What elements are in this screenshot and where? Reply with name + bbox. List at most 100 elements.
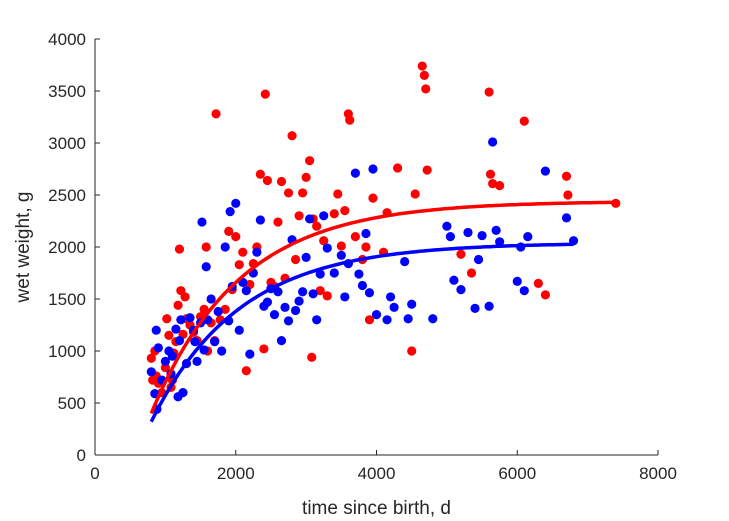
data-point [210, 337, 220, 347]
data-point [368, 164, 378, 174]
data-point [245, 349, 255, 359]
data-point [252, 247, 262, 257]
data-point [495, 237, 505, 247]
data-point [477, 230, 487, 241]
data-point [488, 178, 498, 189]
data-point [519, 116, 529, 126]
data-point [225, 207, 235, 217]
data-point [350, 168, 360, 178]
data-point [241, 366, 251, 376]
data-point [160, 356, 170, 366]
data-point [206, 294, 216, 304]
data-point [283, 188, 294, 198]
data-point [488, 137, 498, 147]
data-point [410, 189, 420, 199]
y-tick-label: 2000 [48, 238, 86, 257]
data-point [533, 278, 543, 288]
plot-area [146, 61, 621, 423]
data-point [192, 356, 202, 366]
data-point [449, 275, 459, 285]
data-point [315, 269, 325, 279]
x-tick-label: 4000 [358, 464, 396, 483]
data-point [523, 232, 533, 242]
data-point [491, 225, 501, 235]
data-point [389, 302, 399, 312]
x-tick-label: 2000 [217, 464, 255, 483]
y-tick-label: 500 [58, 394, 86, 413]
data-point [231, 198, 241, 208]
data-point [146, 367, 156, 377]
y-tick-label: 1500 [48, 290, 86, 309]
data-point [276, 336, 287, 346]
data-point [201, 242, 211, 252]
data-point [213, 306, 223, 317]
data-point [312, 221, 322, 231]
data-point [234, 325, 244, 335]
data-point [319, 211, 329, 221]
data-point [485, 169, 496, 179]
data-point [262, 297, 273, 307]
data-point [197, 217, 207, 227]
data-point [217, 346, 227, 356]
y-tick-label: 1000 [48, 342, 86, 361]
data-point [495, 181, 505, 191]
data-point [540, 290, 551, 300]
series-1-points [146, 61, 621, 398]
data-point [407, 346, 417, 356]
data-point [171, 324, 181, 334]
data-point [345, 115, 355, 125]
data-point [333, 189, 343, 199]
data-point [174, 336, 185, 346]
data-point [382, 315, 392, 325]
data-point [255, 215, 265, 225]
data-point [361, 228, 371, 239]
data-point [407, 299, 417, 309]
data-point [368, 193, 378, 203]
data-point [190, 337, 200, 347]
data-point [305, 214, 315, 224]
data-point [442, 221, 452, 231]
data-point [329, 209, 339, 219]
data-point [167, 351, 178, 361]
data-point [260, 89, 270, 99]
data-point [350, 232, 360, 242]
data-point [283, 316, 294, 326]
data-point [422, 165, 432, 175]
data-point [231, 232, 241, 242]
y-tick-label: 0 [77, 446, 86, 465]
data-point [259, 344, 269, 354]
data-point [301, 252, 311, 262]
data-point [364, 288, 375, 298]
data-point [340, 292, 350, 302]
data-point [470, 303, 480, 313]
data-point [561, 171, 572, 181]
data-point [400, 256, 410, 267]
data-point [220, 304, 230, 314]
data-point [512, 276, 522, 286]
data-point [393, 163, 403, 173]
data-point [456, 249, 466, 259]
y-tick-label: 3500 [48, 82, 86, 101]
data-point [301, 172, 311, 182]
x-tick-label: 0 [90, 464, 99, 483]
data-point [224, 226, 234, 236]
x-tick-label: 8000 [639, 464, 677, 483]
data-point [287, 131, 297, 141]
data-point [276, 176, 287, 187]
data-point [273, 217, 283, 227]
data-point [162, 314, 172, 324]
data-point [176, 315, 186, 325]
data-point [298, 287, 308, 297]
data-point [329, 268, 339, 278]
y-tick-label: 4000 [48, 30, 86, 49]
data-point [305, 156, 315, 166]
data-point [540, 166, 551, 176]
data-point [361, 242, 371, 252]
data-point [211, 109, 221, 119]
fit-curve-1 [149, 200, 616, 415]
y-tick-label: 3000 [48, 134, 86, 153]
data-point [371, 310, 382, 320]
data-point [164, 330, 174, 340]
data-point [255, 169, 265, 179]
data-point [421, 84, 431, 94]
